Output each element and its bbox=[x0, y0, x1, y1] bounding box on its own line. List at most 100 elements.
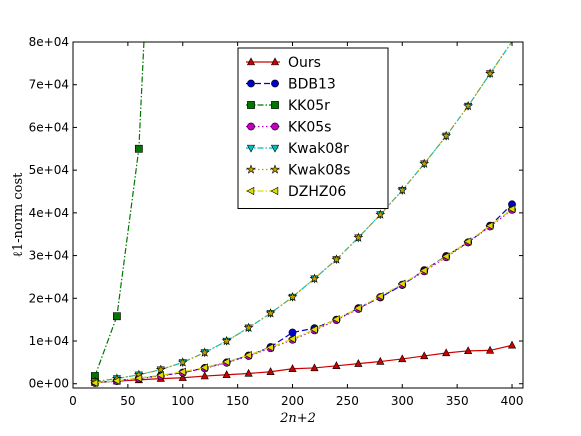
series-layer bbox=[90, 42, 517, 387]
legend-marker bbox=[246, 164, 256, 174]
data-point-kwak08s bbox=[419, 158, 430, 168]
series-ours bbox=[90, 340, 517, 386]
x-tick-label: 400 bbox=[501, 394, 524, 408]
series-line-kk05s bbox=[94, 209, 513, 384]
data-point-kwak08s bbox=[199, 347, 210, 357]
data-point-kwak08s bbox=[463, 100, 474, 111]
y-tick-label: 5e+04 bbox=[29, 163, 69, 177]
data-point-kwak08s bbox=[155, 364, 166, 374]
x-tick-label: 200 bbox=[281, 394, 304, 408]
x-tick-label: 350 bbox=[446, 394, 469, 408]
ticks-layer: 0 50 100 150 200 250 300 350 400 0e+00 1e+04 2e+04 3… bbox=[29, 35, 524, 408]
x-tick-label: 300 bbox=[391, 394, 414, 408]
legend-entry-kwak08s: Kwak08s bbox=[246, 163, 350, 179]
data-point-dzhz06 bbox=[156, 371, 164, 380]
legend-label: KK05s bbox=[288, 120, 331, 136]
data-point-dzhz06 bbox=[112, 376, 121, 385]
legend-box bbox=[237, 47, 389, 209]
legend-label: Ours bbox=[288, 55, 321, 71]
data-point-ours bbox=[244, 368, 253, 377]
legend-entry-kk05s: KK05s bbox=[246, 120, 331, 136]
legend-entry-dzhz06: DZHZ06 bbox=[246, 184, 346, 200]
legend-label: Kwak08r bbox=[288, 141, 349, 157]
x-tick-label: 50 bbox=[120, 394, 135, 408]
x-tick-label: 150 bbox=[226, 394, 249, 408]
legend-entry-ours: Ours bbox=[246, 55, 321, 71]
legend-label: BDB13 bbox=[288, 77, 336, 93]
data-point-dzhz06 bbox=[244, 351, 252, 360]
data-point-ours bbox=[485, 345, 495, 354]
data-point-ours bbox=[398, 354, 407, 363]
y-tick-label: 6e+04 bbox=[29, 120, 69, 134]
legend-marker bbox=[246, 57, 256, 66]
y-tick-label: 1e+04 bbox=[29, 334, 69, 348]
legend-entry-kwak08r: Kwak08r bbox=[246, 141, 349, 157]
data-point-kwak08s bbox=[441, 130, 452, 141]
legend-label: KK05r bbox=[288, 98, 330, 114]
series-line-dzhz06 bbox=[94, 208, 513, 384]
data-point-kwak08s bbox=[177, 357, 188, 367]
data-point-dzhz06 bbox=[397, 279, 406, 288]
series-kk05r bbox=[91, 42, 145, 380]
data-point-kwak08s bbox=[353, 232, 364, 242]
series-kk05s bbox=[91, 205, 516, 387]
data-point-dzhz06 bbox=[375, 292, 384, 301]
data-point-dzhz06 bbox=[309, 325, 318, 334]
legend-entry-kk05r: KK05r bbox=[246, 98, 330, 114]
series-line-kwak08s bbox=[94, 42, 513, 383]
legend-marker bbox=[270, 144, 280, 153]
legend-marker bbox=[247, 122, 255, 131]
data-point-ours bbox=[222, 370, 231, 378]
data-point-dzhz06 bbox=[90, 378, 99, 387]
data-point-dzhz06 bbox=[265, 343, 274, 352]
series-line-kk05r bbox=[94, 42, 145, 377]
data-point-dzhz06 bbox=[331, 315, 340, 324]
data-point-ours bbox=[266, 367, 275, 375]
y-tick-label: 0e+00 bbox=[29, 377, 69, 391]
data-point-kwak08s bbox=[485, 68, 496, 78]
legend-marker bbox=[271, 101, 279, 109]
data-point-kwak08s bbox=[309, 273, 320, 283]
data-point-dzhz06 bbox=[178, 367, 186, 376]
data-point-kk05r bbox=[113, 312, 121, 321]
data-point-dzhz06 bbox=[353, 304, 362, 313]
y-tick-label: 2e+04 bbox=[29, 291, 69, 305]
x-tick-label: 250 bbox=[336, 394, 359, 408]
data-point-dzhz06 bbox=[200, 363, 208, 372]
data-point-kwak08s bbox=[243, 322, 254, 332]
data-point-ours bbox=[507, 340, 517, 349]
x-tick-label: 0 bbox=[69, 394, 77, 408]
data-point-ours bbox=[200, 371, 209, 380]
series-kwak08s bbox=[90, 42, 513, 386]
data-point-ours bbox=[420, 351, 429, 360]
data-point-kwak08s bbox=[221, 335, 232, 346]
data-point-kwak08s bbox=[375, 209, 386, 219]
data-point-ours bbox=[288, 364, 297, 372]
data-point-kwak08s bbox=[265, 308, 276, 318]
data-point-bdb13 bbox=[288, 328, 297, 337]
legend-marker bbox=[270, 57, 280, 66]
legend-marker bbox=[247, 101, 255, 109]
x-tick-label: 100 bbox=[171, 394, 194, 408]
data-point-dzhz06 bbox=[222, 357, 230, 367]
data-point-dzhz06 bbox=[485, 221, 494, 230]
data-point-dzhz06 bbox=[463, 237, 472, 246]
data-point-ours bbox=[354, 359, 363, 367]
series-dzhz06 bbox=[90, 204, 516, 387]
data-point-kk05r bbox=[134, 144, 143, 153]
data-point-dzhz06 bbox=[441, 252, 450, 261]
data-point-ours bbox=[464, 346, 473, 355]
data-point-kwak08s bbox=[331, 254, 342, 264]
legend-marker bbox=[271, 79, 279, 88]
data-point-dzhz06 bbox=[134, 374, 143, 383]
legend: Ours BDB13 KK05r KK05s Kwak08r Kwak08s DZHZ06 bbox=[237, 47, 389, 209]
data-point-kwak08s bbox=[287, 291, 298, 302]
data-point-ours bbox=[332, 361, 341, 369]
legend-marker bbox=[246, 186, 255, 196]
y-tick-label: 7e+04 bbox=[29, 78, 69, 92]
y-tick-label: 8e+04 bbox=[29, 35, 69, 49]
series-bdb13 bbox=[91, 200, 516, 387]
data-point-kwak08s bbox=[397, 185, 408, 195]
legend-marker bbox=[271, 122, 279, 131]
series-line-ours bbox=[94, 344, 513, 384]
